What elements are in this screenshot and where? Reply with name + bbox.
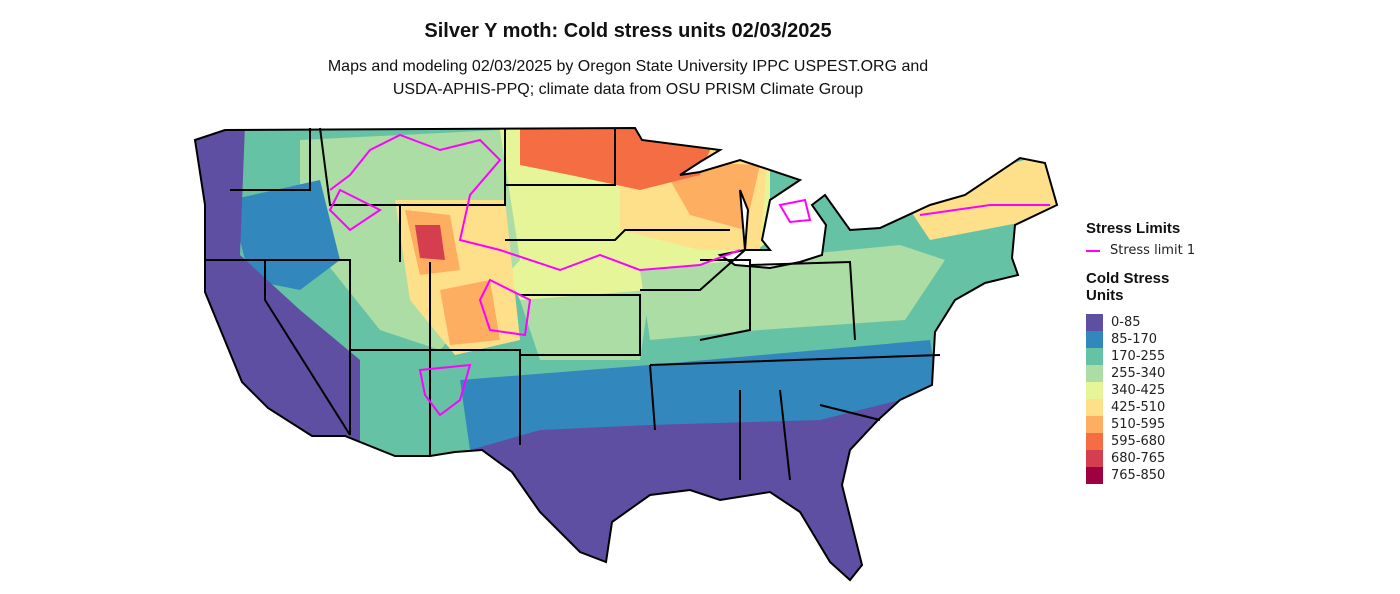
- stress-limit-entry: Stress limit 1: [1086, 243, 1195, 258]
- legend-swatch: [1086, 399, 1103, 416]
- stress-limit-label: Stress limit 1: [1110, 243, 1196, 258]
- legend-label: 680-765: [1111, 451, 1166, 466]
- legend-item: 85-170: [1086, 331, 1195, 348]
- legend-item: 765-850: [1086, 467, 1195, 484]
- legend-label: 170-255: [1111, 349, 1166, 364]
- legend-label: 510-595: [1111, 417, 1166, 432]
- legend-item: 510-595: [1086, 416, 1195, 433]
- stress-limit-line-swatch: [1086, 249, 1100, 252]
- legend-label: 255-340: [1111, 366, 1166, 381]
- legend-item: 255-340: [1086, 365, 1195, 382]
- legend-item: 170-255: [1086, 348, 1195, 365]
- legend-swatch: [1086, 416, 1103, 433]
- legend-swatch: [1086, 365, 1103, 382]
- legend-label: 85-170: [1111, 332, 1158, 347]
- legend-label: 765-850: [1111, 468, 1166, 483]
- legend-label: 340-425: [1111, 383, 1166, 398]
- stress-limit-1-contour: [328, 133, 1050, 417]
- legend-swatch: [1086, 348, 1103, 365]
- legend-label: 595-680: [1111, 434, 1166, 449]
- legend-swatch: [1086, 433, 1103, 450]
- cold-stress-units-title: Cold Stress Units: [1086, 270, 1195, 304]
- legend-item: 680-765: [1086, 450, 1195, 467]
- legend-swatch: [1086, 450, 1103, 467]
- legend-item: 340-425: [1086, 382, 1195, 399]
- legend-item: 425-510: [1086, 399, 1195, 416]
- legend-swatch: [1086, 331, 1103, 348]
- cold-stress-raster: [195, 128, 1057, 580]
- subtitle-line-1: Maps and modeling 02/03/2025 by Oregon S…: [327, 58, 929, 75]
- legend: Stress Limits Stress limit 1 Cold Stress…: [1086, 220, 1195, 484]
- legend-bins: 0-85 85-170 170-255 255-340 340-425 425-510 51…: [1086, 314, 1195, 484]
- legend-swatch: [1086, 382, 1103, 399]
- subtitle-line-2: USDA-APHIS-PPQ; climate data from OSU PR…: [392, 81, 864, 98]
- map-title: Silver Y moth: Cold stress units 02/03/2…: [424, 20, 832, 42]
- units-title-line-1: Cold Stress: [1086, 270, 1170, 287]
- legend-swatch: [1086, 467, 1103, 484]
- legend-item: 595-680: [1086, 433, 1195, 450]
- legend-item: 0-85: [1086, 314, 1195, 331]
- stress-limits-title: Stress Limits: [1086, 220, 1181, 237]
- legend-swatch: [1086, 314, 1103, 331]
- legend-label: 0-85: [1111, 315, 1141, 330]
- units-title-line-2: Units: [1086, 287, 1124, 304]
- legend-label: 425-510: [1111, 400, 1166, 415]
- map-subtitle: Maps and modeling 02/03/2025 by Oregon S…: [0, 55, 1256, 101]
- state-borders: [194, 127, 1058, 581]
